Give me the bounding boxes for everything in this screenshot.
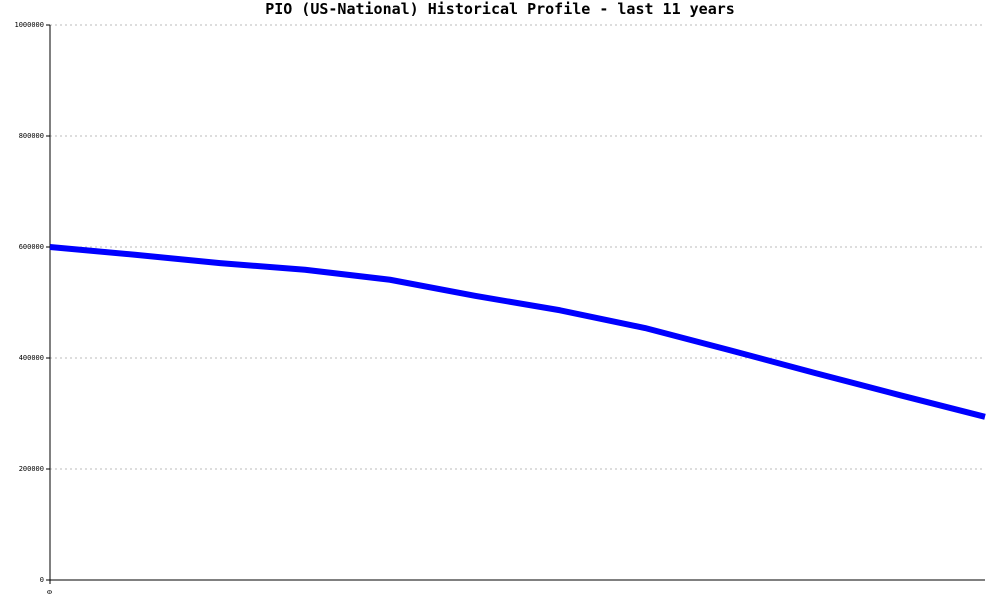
y-tick-label: 800000 — [19, 132, 44, 140]
y-tick-label: 0 — [40, 576, 44, 584]
x-tick-label: 0 — [46, 590, 54, 594]
data-line — [49, 244, 986, 420]
y-tick-label: 400000 — [19, 354, 44, 362]
y-tick-label: 1000000 — [14, 21, 44, 29]
chart-title: PIO (US-National) Historical Profile - l… — [265, 0, 735, 18]
y-tick-label: 200000 — [19, 465, 44, 473]
y-tick-label: 600000 — [19, 243, 44, 251]
